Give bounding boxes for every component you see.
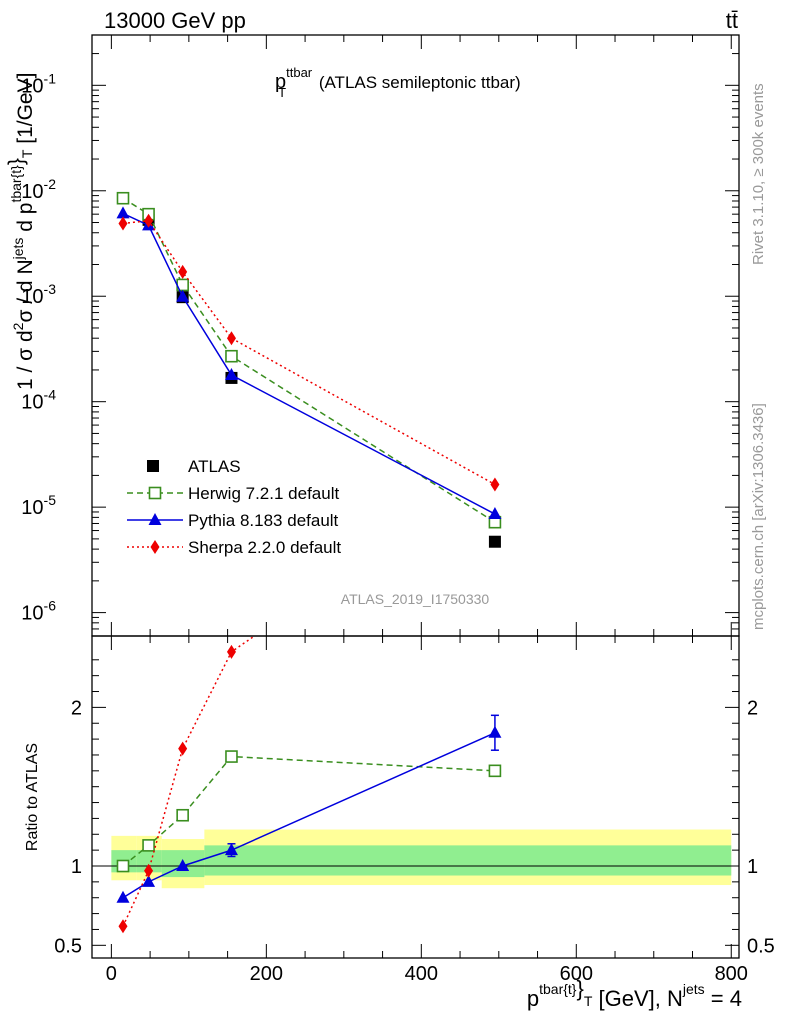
main-y-tick-label: 10-2 — [21, 176, 56, 203]
rivet-version-label: Rivet 3.1.10, ≥ 300k events — [750, 83, 767, 265]
mcplots-url-label: mcplots.cern.ch [arXiv:1306.3436] — [750, 403, 767, 630]
sherpa-2-2-0-default-ratio-point — [144, 863, 154, 878]
x-tick-label: 400 — [405, 963, 438, 985]
ratio-y-tick-label-right: 1 — [747, 856, 758, 878]
process-label: tt̄ — [726, 8, 738, 33]
herwig-7-2-1-default-point — [225, 349, 238, 363]
herwig-7-2-1-default-ratio-point — [142, 839, 155, 852]
main-y-tick-label: 10-3 — [21, 281, 56, 308]
herwig-7-2-1-default-ratio-point — [116, 859, 130, 873]
sherpa-2-2-0-default-point — [490, 477, 500, 492]
main-y-tick-label: 10-4 — [21, 387, 56, 414]
plot-title: pttbar T (ATLAS semileptonic ttbar) — [275, 65, 521, 100]
sherpa-2-2-0-default-ratio-point — [226, 644, 236, 659]
legend-pythia-8-183-default-marker — [148, 513, 162, 525]
ratio-panel — [92, 636, 739, 934]
sherpa-2-2-0-default-point — [226, 331, 236, 346]
main-data — [116, 191, 502, 548]
x-tick-label: 0 — [106, 963, 117, 985]
main-y-tick-label: 10-5 — [21, 492, 56, 519]
x-axis-label: ptbar{t}}T [GeV], Njets = 4 — [527, 976, 742, 1011]
uncertainty-band-inner — [204, 845, 732, 876]
legend-sherpa-2-2-0-default-marker — [150, 540, 160, 554]
ratio-y-tick-label-right: 0.5 — [747, 935, 775, 957]
pythia-8-183-default-ratio-point — [224, 843, 238, 856]
herwig-7-2-1-default-ratio-point — [488, 764, 502, 778]
main-y-axis-label: 1 / σ d2σ / d Njets d ptbar{t}}T [1/GeV] — [5, 73, 37, 390]
analysis-id: ATLAS_2019_I1750330 — [341, 591, 490, 607]
x-tick-label: 200 — [250, 963, 283, 985]
legend-sherpa-2-2-0-default-label: Sherpa 2.2.0 default — [188, 538, 341, 557]
ratio-y-axis-label: Ratio to ATLAS — [24, 743, 41, 851]
atlas-point — [488, 535, 501, 548]
herwig-7-2-1-default-ratio-point — [225, 750, 238, 763]
ratio-y-tick-label: 0.5 — [54, 935, 82, 957]
pythia-8-183-default-ratio-point — [176, 859, 190, 871]
sherpa-2-2-0-default-ratio-line — [122, 636, 256, 927]
herwig-7-2-1-default-ratio-point — [176, 808, 189, 822]
main-y-tick-label: 10-1 — [21, 70, 56, 97]
ratio-y-tick-label: 1 — [71, 856, 82, 878]
main-panel — [116, 191, 502, 548]
sherpa-2-2-0-default-point — [118, 216, 128, 231]
legend-herwig-7-2-1-default-label: Herwig 7.2.1 default — [188, 484, 339, 503]
pythia-8-183-default-ratio-point — [116, 890, 130, 903]
pythia-8-183-default-ratio-point — [488, 725, 502, 738]
pythia-8-183-default-point — [224, 368, 238, 381]
herwig-7-2-1-default-line — [122, 197, 496, 523]
axes-layer: 10-6 10-5 10-4 10-3 10-2 10-1 0 200 400 600 800 0.5… — [21, 35, 775, 985]
ratio-y-tick-label-right: 2 — [747, 697, 758, 719]
main-y-tick-label: 10-6 — [21, 598, 56, 625]
herwig-7-2-1-default-ratio-line — [122, 755, 495, 867]
sherpa-2-2-0-default-point — [178, 264, 188, 279]
pythia-8-183-default-point — [488, 507, 502, 520]
legend-herwig-7-2-1-default-marker — [148, 486, 162, 500]
legend-atlas-marker — [147, 460, 159, 472]
ratio-frame — [91, 635, 740, 959]
ratio-y-tick-label: 2 — [71, 697, 82, 719]
collision-energy-label: 13000 GeV pp — [104, 8, 246, 33]
pythia-8-183-default-ratio-point — [142, 874, 156, 887]
legend-pythia-8-183-default-label: Pythia 8.183 default — [188, 511, 339, 530]
sherpa-2-2-0-default-point — [144, 213, 154, 228]
sherpa-2-2-0-default-ratio-point — [118, 919, 128, 934]
legend: ATLAS Herwig 7.2.1 default Pythia 8.183 de… — [127, 457, 341, 557]
sherpa-2-2-0-default-line — [122, 219, 496, 486]
ratio-data — [92, 636, 739, 934]
uncertainty-band-inner — [136, 850, 162, 873]
herwig-7-2-1-default-point — [116, 191, 130, 205]
x-tick-label: 800 — [715, 963, 748, 985]
pythia-8-183-default-line — [122, 212, 496, 515]
pythia-8-183-default-point — [176, 289, 190, 302]
sherpa-2-2-0-default-ratio-point — [178, 741, 188, 756]
legend-atlas-label: ATLAS — [188, 457, 241, 476]
pythia-8-183-default-point — [116, 206, 130, 219]
x-tick-label: 600 — [560, 963, 593, 985]
